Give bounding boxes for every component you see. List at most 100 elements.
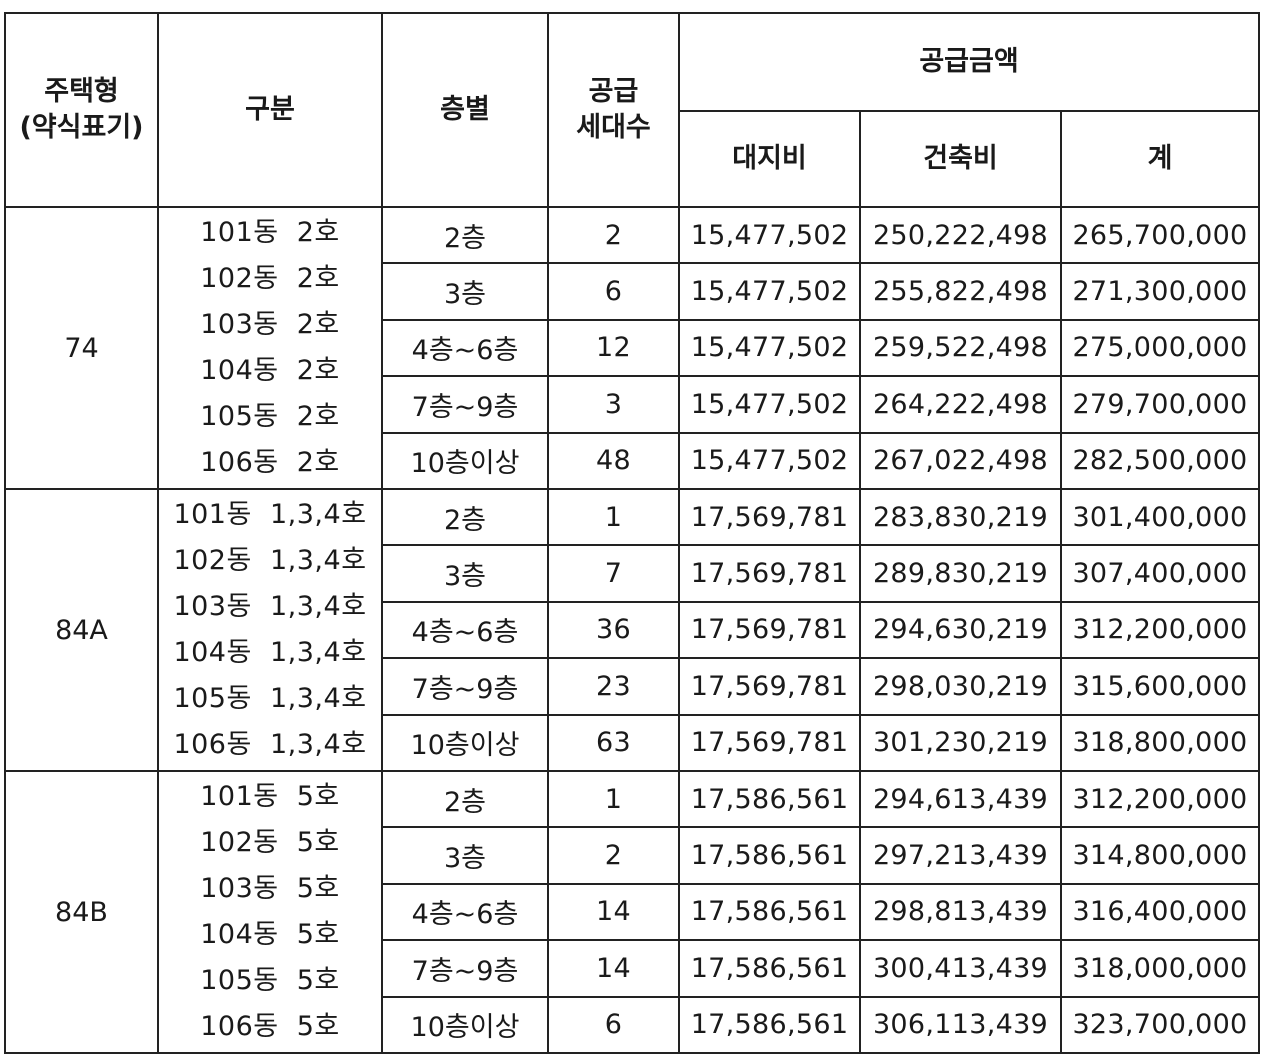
total-cell: 316,400,000 [1060, 882, 1260, 942]
units-cell: 2 [547, 826, 680, 885]
division-cell: 101동 1,3,4호 102동 1,3,4호 103동 1,3,4호 104동 1,… [157, 488, 383, 772]
division-cell: 101동 2호 102동 2호 103동 2호 104동 2호 105동 2호 106동 … [157, 206, 383, 490]
building-cost-cell: 259,522,498 [859, 318, 1062, 378]
housing-type-cell: 84B [4, 770, 159, 1054]
total-cell: 318,000,000 [1060, 939, 1260, 998]
land-cost-cell: 17,586,561 [678, 826, 861, 885]
units-cell: 63 [547, 713, 680, 773]
floor-cell: 4층~6층 [381, 318, 549, 378]
units-cell: 12 [547, 318, 680, 378]
floor-cell: 2층 [381, 487, 549, 547]
dong-line: 101동 5호 [200, 781, 340, 812]
land-cost-cell: 17,569,781 [678, 544, 861, 603]
building-cost-cell: 267,022,498 [859, 431, 1062, 491]
total-cell: 282,500,000 [1060, 431, 1260, 491]
building-cost-cell: 250,222,498 [859, 205, 1062, 265]
dong-list: 101동 5호 102동 5호 103동 5호 104동 5호 105동 5호 106동 … [160, 773, 380, 1051]
dong-list: 101동 1,3,4호 102동 1,3,4호 103동 1,3,4호 104동 1,… [160, 491, 380, 769]
dong-list: 101동 2호 102동 2호 103동 2호 104동 2호 105동 2호 106동 … [160, 209, 380, 487]
building-cost-cell: 255,822,498 [859, 262, 1062, 321]
header-floor: 층별 [381, 12, 549, 208]
total-cell: 318,800,000 [1060, 713, 1260, 773]
floor-cell: 7층~9층 [381, 375, 549, 434]
land-cost-cell: 15,477,502 [678, 318, 861, 378]
header-supply-amount: 공급금액 [678, 12, 1260, 112]
floor-cell: 2층 [381, 205, 549, 265]
table-row: 3층 2 17,586,561 297,213,439 314,800,000 [5, 826, 1260, 885]
table-row: 4층~6층 12 15,477,502 259,522,498 275,000,000 [5, 318, 1260, 378]
header-land-cost: 대지비 [678, 110, 861, 208]
building-cost-cell: 300,413,439 [859, 939, 1062, 998]
total-cell: 275,000,000 [1060, 318, 1260, 378]
dong-line: 105동 1,3,4호 [173, 683, 367, 714]
total-cell: 312,200,000 [1060, 600, 1260, 660]
header-building-cost: 건축비 [859, 110, 1062, 208]
units-cell: 36 [547, 600, 680, 660]
floor-cell: 3층 [381, 826, 549, 885]
supply-price-table: 주택형 (약식표기) 구분 층별 공급 세대수 공급금액 대지비 건축비 계 7… [4, 12, 1260, 1054]
table-row: 4층~6층 14 17,586,561 298,813,439 316,400,000 [5, 882, 1260, 942]
floor-cell: 10층이상 [381, 995, 549, 1054]
floor-cell: 2층 [381, 769, 549, 829]
land-cost-cell: 17,586,561 [678, 882, 861, 942]
dong-line: 105동 5호 [200, 965, 340, 996]
floor-cell: 4층~6층 [381, 882, 549, 942]
table-row: 3층 6 15,477,502 255,822,498 271,300,000 [5, 262, 1260, 321]
units-cell: 2 [547, 205, 680, 265]
table-row: 10층이상 63 17,569,781 301,230,219 318,800,000 [5, 713, 1260, 773]
building-cost-cell: 294,630,219 [859, 600, 1062, 660]
land-cost-cell: 17,569,781 [678, 713, 861, 773]
dong-line: 101동 1,3,4호 [173, 499, 367, 530]
table-body: 74 101동 2호 102동 2호 103동 2호 104동 2호 105동 2호 106… [4, 205, 1260, 1054]
units-cell: 3 [547, 375, 680, 434]
building-cost-cell: 306,113,439 [859, 995, 1062, 1054]
units-cell: 14 [547, 939, 680, 998]
floor-cell: 10층이상 [381, 713, 549, 773]
dong-line: 105동 2호 [200, 401, 340, 432]
total-cell: 265,700,000 [1060, 205, 1260, 265]
land-cost-cell: 17,569,781 [678, 487, 861, 547]
header-total: 계 [1060, 110, 1260, 208]
total-cell: 312,200,000 [1060, 769, 1260, 829]
building-cost-cell: 301,230,219 [859, 713, 1062, 773]
dong-line: 102동 5호 [200, 827, 340, 858]
dong-line: 103동 1,3,4호 [173, 591, 367, 622]
land-cost-cell: 17,569,781 [678, 600, 861, 660]
housing-type-cell: 74 [4, 206, 159, 490]
table-row: 7층~9층 23 17,569,781 298,030,219 315,600,000 [5, 657, 1260, 716]
units-cell: 23 [547, 657, 680, 716]
building-cost-cell: 264,222,498 [859, 375, 1062, 434]
units-cell: 48 [547, 431, 680, 491]
table-row: 10층이상 48 15,477,502 267,022,498 282,500,000 [5, 431, 1260, 491]
land-cost-cell: 17,586,561 [678, 769, 861, 829]
total-cell: 279,700,000 [1060, 375, 1260, 434]
dong-line: 102동 2호 [200, 263, 340, 294]
table-row: 84B 101동 5호 102동 5호 103동 5호 104동 5호 105동 5호 10… [4, 769, 1260, 1054]
land-cost-cell: 15,477,502 [678, 262, 861, 321]
floor-cell: 7층~9층 [381, 939, 549, 998]
land-cost-cell: 17,586,561 [678, 939, 861, 998]
building-cost-cell: 283,830,219 [859, 487, 1062, 547]
floor-cell: 4층~6층 [381, 600, 549, 660]
table-header: 주택형 (약식표기) 구분 층별 공급 세대수 공급금액 대지비 건축비 계 [4, 12, 1260, 208]
units-cell: 6 [547, 995, 680, 1054]
dong-line: 104동 2호 [200, 355, 340, 386]
total-cell: 314,800,000 [1060, 826, 1260, 885]
dong-line: 104동 5호 [200, 919, 340, 950]
table-row: 4층~6층 36 17,569,781 294,630,219 312,200,000 [5, 600, 1260, 660]
dong-line: 101동 2호 [200, 217, 340, 248]
land-cost-cell: 17,569,781 [678, 657, 861, 716]
dong-line: 102동 1,3,4호 [173, 545, 367, 576]
total-cell: 323,700,000 [1060, 995, 1260, 1054]
total-cell: 301,400,000 [1060, 487, 1260, 547]
dong-line: 106동 2호 [200, 447, 340, 478]
units-cell: 1 [547, 769, 680, 829]
dong-line: 103동 2호 [200, 309, 340, 340]
total-cell: 271,300,000 [1060, 262, 1260, 321]
table-row: 84A 101동 1,3,4호 102동 1,3,4호 103동 1,3,4호 104동… [4, 487, 1260, 772]
building-cost-cell: 298,030,219 [859, 657, 1062, 716]
header-division: 구분 [157, 12, 383, 208]
dong-line: 106동 1,3,4호 [173, 729, 367, 760]
floor-cell: 3층 [381, 262, 549, 321]
land-cost-cell: 17,586,561 [678, 995, 861, 1054]
